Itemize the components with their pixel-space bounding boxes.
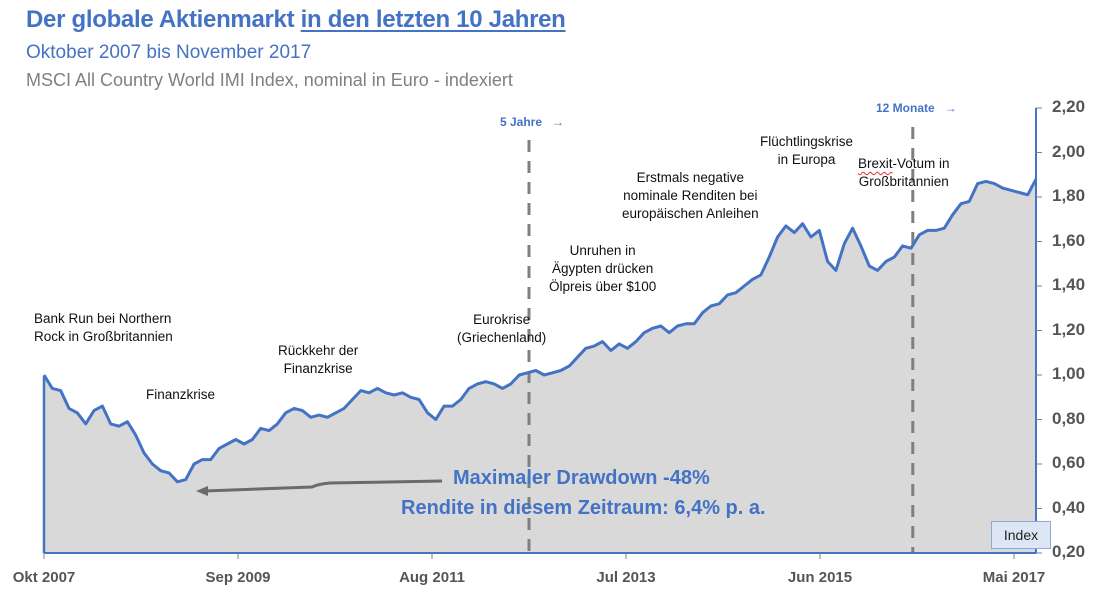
marker-12-monate: 12 Monate → <box>876 101 957 115</box>
rendite-label: Rendite in diesem Zeitraum: 6,4% p. a. <box>401 497 766 519</box>
y-tick-label: 1,80 <box>1052 186 1086 205</box>
x-tick-label: Sep 2009 <box>205 569 271 586</box>
y-tick-label: 0,40 <box>1052 497 1086 517</box>
arrow-right-icon: → <box>552 115 565 129</box>
y-tick-label: 1,60 <box>1052 230 1086 250</box>
annotation-rueckkehr-finanzkrise: Rückkehr der Finanzkrise <box>278 343 359 376</box>
annotation-eurokrise: Eurokrise (Griechenland) <box>457 312 547 345</box>
annotation-finanzkrise: Finanzkrise <box>146 387 216 402</box>
drawdown-label: Maximaler Drawdown -48% <box>453 467 710 489</box>
y-tick-label: 0,80 <box>1052 408 1086 428</box>
x-tick-label: Mai 2017 <box>982 569 1046 586</box>
annotation-brexit: Brexit-Votum in Großbritannien <box>858 156 950 189</box>
marker-5-jahre: 5 Jahre → <box>500 115 565 129</box>
annotation-aegypten: Unruhen in Ägypten drücken Ölpreis über $1… <box>549 243 657 294</box>
legend-index: Index <box>991 521 1051 549</box>
annotation-negative-renditen: Erstmals negative nominale Renditen bei eu… <box>622 170 759 221</box>
title-part-1: Der globale Aktienmarkt <box>26 6 301 33</box>
chart-source: MSCI All Country World IMI Index, nomina… <box>26 70 513 90</box>
annotation-fluechtlingskrise: Flüchtlingskrise in Europa <box>760 134 854 167</box>
annotation-bank-run: Bank Run bei Northern Rock in Großbritann… <box>34 311 173 344</box>
y-tick-label: 1,40 <box>1052 275 1086 294</box>
index-area <box>44 179 1036 553</box>
y-tick-label: 1,00 <box>1052 364 1086 383</box>
y-tick-label: 0,60 <box>1052 453 1086 472</box>
chart-subtitle: Oktober 2007 bis November 2017 <box>26 42 312 63</box>
y-tick-label: 2,20 <box>1052 97 1086 116</box>
arrow-right-icon: → <box>944 101 957 115</box>
x-tick-label: Aug 2011 <box>399 569 465 586</box>
chart-title: Der globale Aktienmarkt in den letzten 1… <box>26 6 566 34</box>
x-tick-label: Jun 2015 <box>787 569 853 586</box>
x-tick-label: Okt 2007 <box>12 569 76 586</box>
title-part-2-underlined: in den letzten 10 Jahren <box>300 6 566 33</box>
index-line <box>42 178 1038 484</box>
y-tick-label: 2,00 <box>1052 141 1086 161</box>
y-tick-label: 1,20 <box>1052 319 1086 339</box>
drawdown-arrowhead <box>196 486 208 496</box>
x-tick-label: Jul 2013 <box>596 569 656 586</box>
drawdown-arrow <box>204 479 443 493</box>
y-tick-label: 0,20 <box>1052 542 1086 561</box>
